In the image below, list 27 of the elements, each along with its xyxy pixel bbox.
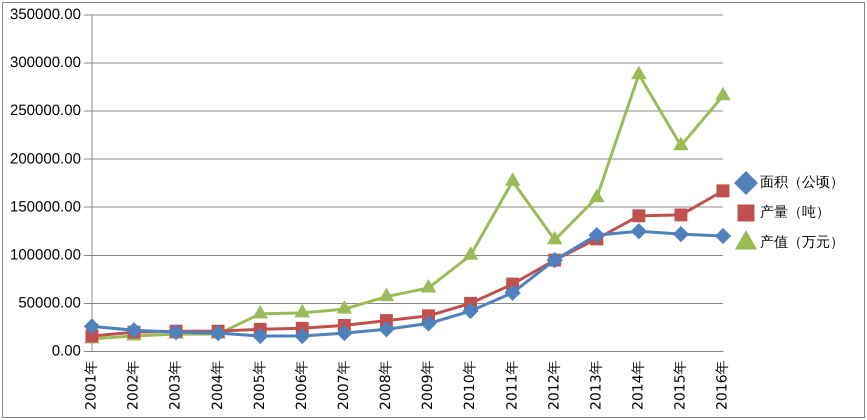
y-tick-label: 350000.00 — [10, 6, 81, 24]
x-tick-label: 2007年 — [336, 360, 352, 410]
x-tick-label: 2008年 — [378, 360, 394, 410]
y-tick-label: 250000.00 — [10, 102, 81, 120]
x-tick-label: 2006年 — [294, 360, 310, 410]
x-tick-label: 2012年 — [546, 360, 562, 410]
legend-label: 产值（万元） — [760, 234, 844, 251]
y-tick-label: 0.00 — [52, 342, 81, 360]
x-tick-label: 2002年 — [126, 360, 142, 410]
legend-label: 产量（吨） — [760, 204, 830, 221]
y-tick-label: 100000.00 — [10, 246, 81, 264]
x-tick-label: 2014年 — [630, 360, 646, 410]
y-tick-label: 300000.00 — [10, 54, 81, 72]
x-tick-label: 2004年 — [210, 360, 226, 410]
y-tick-label: 200000.00 — [10, 150, 81, 168]
y-tick-label: 50000.00 — [18, 294, 81, 312]
x-tick-label: 2015年 — [672, 360, 689, 410]
x-tick-label: 2001年 — [84, 360, 100, 410]
y-tick-label: 150000.00 — [10, 198, 81, 216]
x-tick-label: 2005年 — [252, 360, 268, 410]
x-tick-label: 2016年 — [714, 360, 731, 410]
x-tick-label: 2010年 — [462, 360, 478, 410]
x-tick-label: 2009年 — [420, 360, 436, 410]
x-tick-label: 2013年 — [588, 360, 604, 410]
x-tick-label: 2011年 — [504, 360, 520, 410]
x-tick-label: 2003年 — [168, 360, 184, 410]
legend-label: 面积（公顷） — [760, 174, 844, 191]
